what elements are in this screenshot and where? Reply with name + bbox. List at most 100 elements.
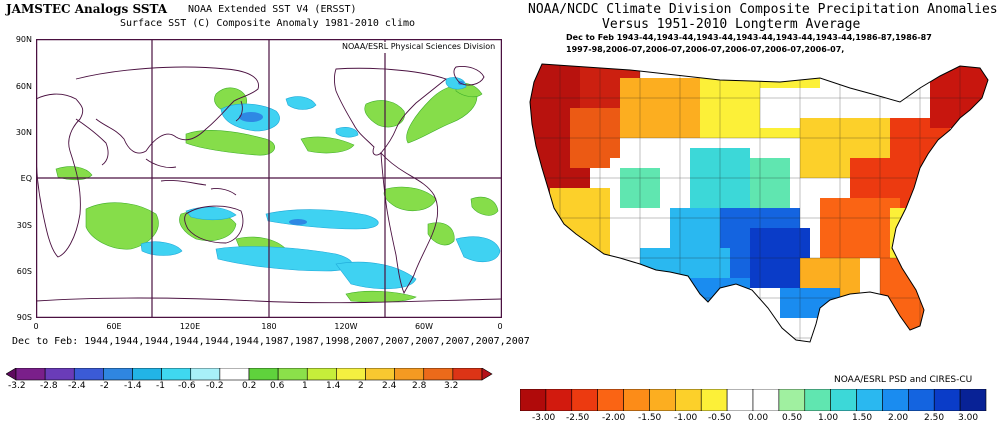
sst-colorbar-tick: -2.8	[40, 381, 58, 391]
precip-colorbar-ticks: -3.00 -2.50 -2.00 -1.50 -1.00 -0.50 0.00…	[520, 413, 990, 426]
sst-colorbar-tick: -3.2	[8, 381, 26, 391]
sst-colorbar-tick: -2	[100, 381, 109, 391]
precip-colorbar-tick: 1.00	[818, 413, 839, 423]
precip-colorbar-tick: -2.50	[566, 413, 590, 423]
colorbar-cell	[545, 389, 573, 411]
colorbar-cell	[882, 389, 909, 411]
precip-colorbar-tick: 0.50	[782, 413, 803, 423]
lon-label: 0	[33, 322, 39, 331]
lat-label: 30N	[15, 128, 32, 137]
lat-label: 90S	[16, 313, 32, 322]
sst-colorbar-tick: 3.2	[444, 381, 459, 391]
sst-colorbar-tick: 1	[302, 381, 308, 391]
sst-colorbar-tick: -2.4	[68, 381, 86, 391]
colorbar-cell	[520, 389, 547, 411]
precip-colorbar	[520, 389, 987, 411]
colorbar-cell	[959, 389, 987, 411]
sst-colorbar-tick: -1	[156, 381, 165, 391]
lon-label: 120E	[179, 322, 201, 331]
us-precip-anomaly-map	[529, 63, 989, 343]
left-panel-subtitle-1: NOAA Extended SST V4 (ERSST)	[188, 4, 357, 15]
us-outline	[529, 63, 989, 343]
precip-colorbar-tick: 3.00	[958, 413, 979, 423]
colorbar-cell	[219, 368, 250, 381]
sst-colorbar-tick: -0.6	[178, 381, 196, 391]
right-panel-title-1: NOAA/NCDC Climate Division Composite Pre…	[528, 2, 1000, 17]
sst-colorbar-tick: 2.4	[382, 381, 397, 391]
right-panel-credit: NOAA/ESRL PSD and CIRES-CU	[834, 375, 973, 385]
colorbar-cell	[804, 389, 831, 411]
lat-label: EQ	[20, 174, 32, 183]
precip-colorbar-tick: 1.50	[852, 413, 873, 423]
precip-colorbar-tick: -3.00	[532, 413, 556, 423]
colorbar-cell	[481, 368, 493, 381]
sst-colorbar-tick: 0.2	[242, 381, 257, 391]
colorbar-cell	[248, 368, 279, 381]
colorbar-cell	[6, 368, 17, 381]
map-frame	[36, 39, 502, 318]
colorbar-cell	[336, 368, 366, 381]
left-panel-credit: NOAA/ESRL Physical Sciences Division	[342, 42, 496, 51]
left-panel-subtitle-2: Surface SST (C) Composite Anomaly 1981-2…	[120, 18, 416, 29]
colorbar-cell	[15, 368, 46, 381]
colorbar-cell	[277, 368, 308, 381]
lat-label: 30S	[16, 221, 32, 230]
colorbar-cell	[571, 389, 598, 411]
continent-outlines	[36, 66, 502, 304]
precip-colorbar-tick: -1.50	[638, 413, 662, 423]
colorbar-cell	[423, 368, 454, 381]
sst-colorbar-ticks: -3.2 -2.8 -2.4 -2 -1.4 -1 -0.6 -0.2 0.2 …	[8, 381, 492, 395]
precip-colorbar-tick: 2.00	[888, 413, 909, 423]
colorbar-cell	[778, 389, 806, 411]
precip-colorbar-tick: -2.00	[602, 413, 626, 423]
colorbar-cell	[908, 389, 935, 411]
lon-label: 120W	[334, 322, 358, 331]
sst-colorbar-tick: 1.4	[326, 381, 341, 391]
colorbar-cell	[700, 389, 728, 411]
sst-colorbar-tick: 0.6	[270, 381, 285, 391]
sst-colorbar-tick: 2	[358, 381, 364, 391]
colorbar-cell	[394, 368, 425, 381]
right-panel-dates-1: Dec to Feb 1943-44,1943-44,1943-44,1943-…	[566, 33, 932, 42]
colorbar-cell	[103, 368, 133, 381]
colorbar-cell	[830, 389, 857, 411]
colorbar-cell	[675, 389, 702, 411]
left-panel-dates: Dec to Feb: 1944,1944,1944,1944,1944,194…	[12, 336, 530, 347]
colorbar-cell	[306, 368, 337, 381]
sst-colorbar-tick: 2.8	[412, 381, 427, 391]
lon-label: 0	[497, 322, 503, 331]
lat-label: 90N	[15, 35, 32, 44]
lon-label: 180	[261, 322, 277, 331]
colorbar-cell	[752, 389, 780, 411]
colorbar-cell	[365, 368, 395, 381]
colorbar-cell	[190, 368, 221, 381]
lon-label: 60W	[414, 322, 434, 331]
colorbar-cell	[726, 389, 754, 411]
sst-colorbar	[6, 368, 493, 381]
colorbar-cell	[161, 368, 192, 381]
colorbar-cell	[452, 368, 483, 381]
sst-colorbar-tick: -0.2	[206, 381, 224, 391]
colorbar-cell	[623, 389, 650, 411]
precip-colorbar-tick: 2.50	[924, 413, 945, 423]
sst-colorbar-tick: -1.4	[124, 381, 142, 391]
sst-strong-cool-patches	[239, 81, 464, 225]
colorbar-cell	[597, 389, 624, 411]
colorbar-cell	[44, 368, 75, 381]
left-panel-title: JAMSTEC Analogs SSTA	[6, 2, 168, 16]
precip-colorbar-tick: -0.50	[708, 413, 732, 423]
right-panel-title-2: Versus 1951-2010 Longterm Average	[602, 17, 861, 32]
lat-label: 60N	[15, 82, 32, 91]
colorbar-cell	[649, 389, 676, 411]
lat-label: 60S	[16, 267, 32, 276]
colorbar-cell	[73, 368, 104, 381]
colorbar-cell	[132, 368, 162, 381]
lon-label: 60E	[106, 322, 122, 331]
sst-warm-anomaly-patches	[55, 82, 499, 303]
colorbar-cell	[856, 389, 883, 411]
precip-colorbar-tick: -1.00	[674, 413, 698, 423]
precip-colorbar-tick: 0.00	[748, 413, 769, 423]
sst-anomaly-world-map	[36, 39, 502, 318]
colorbar-cell	[933, 389, 961, 411]
map-gridlines	[36, 39, 502, 318]
